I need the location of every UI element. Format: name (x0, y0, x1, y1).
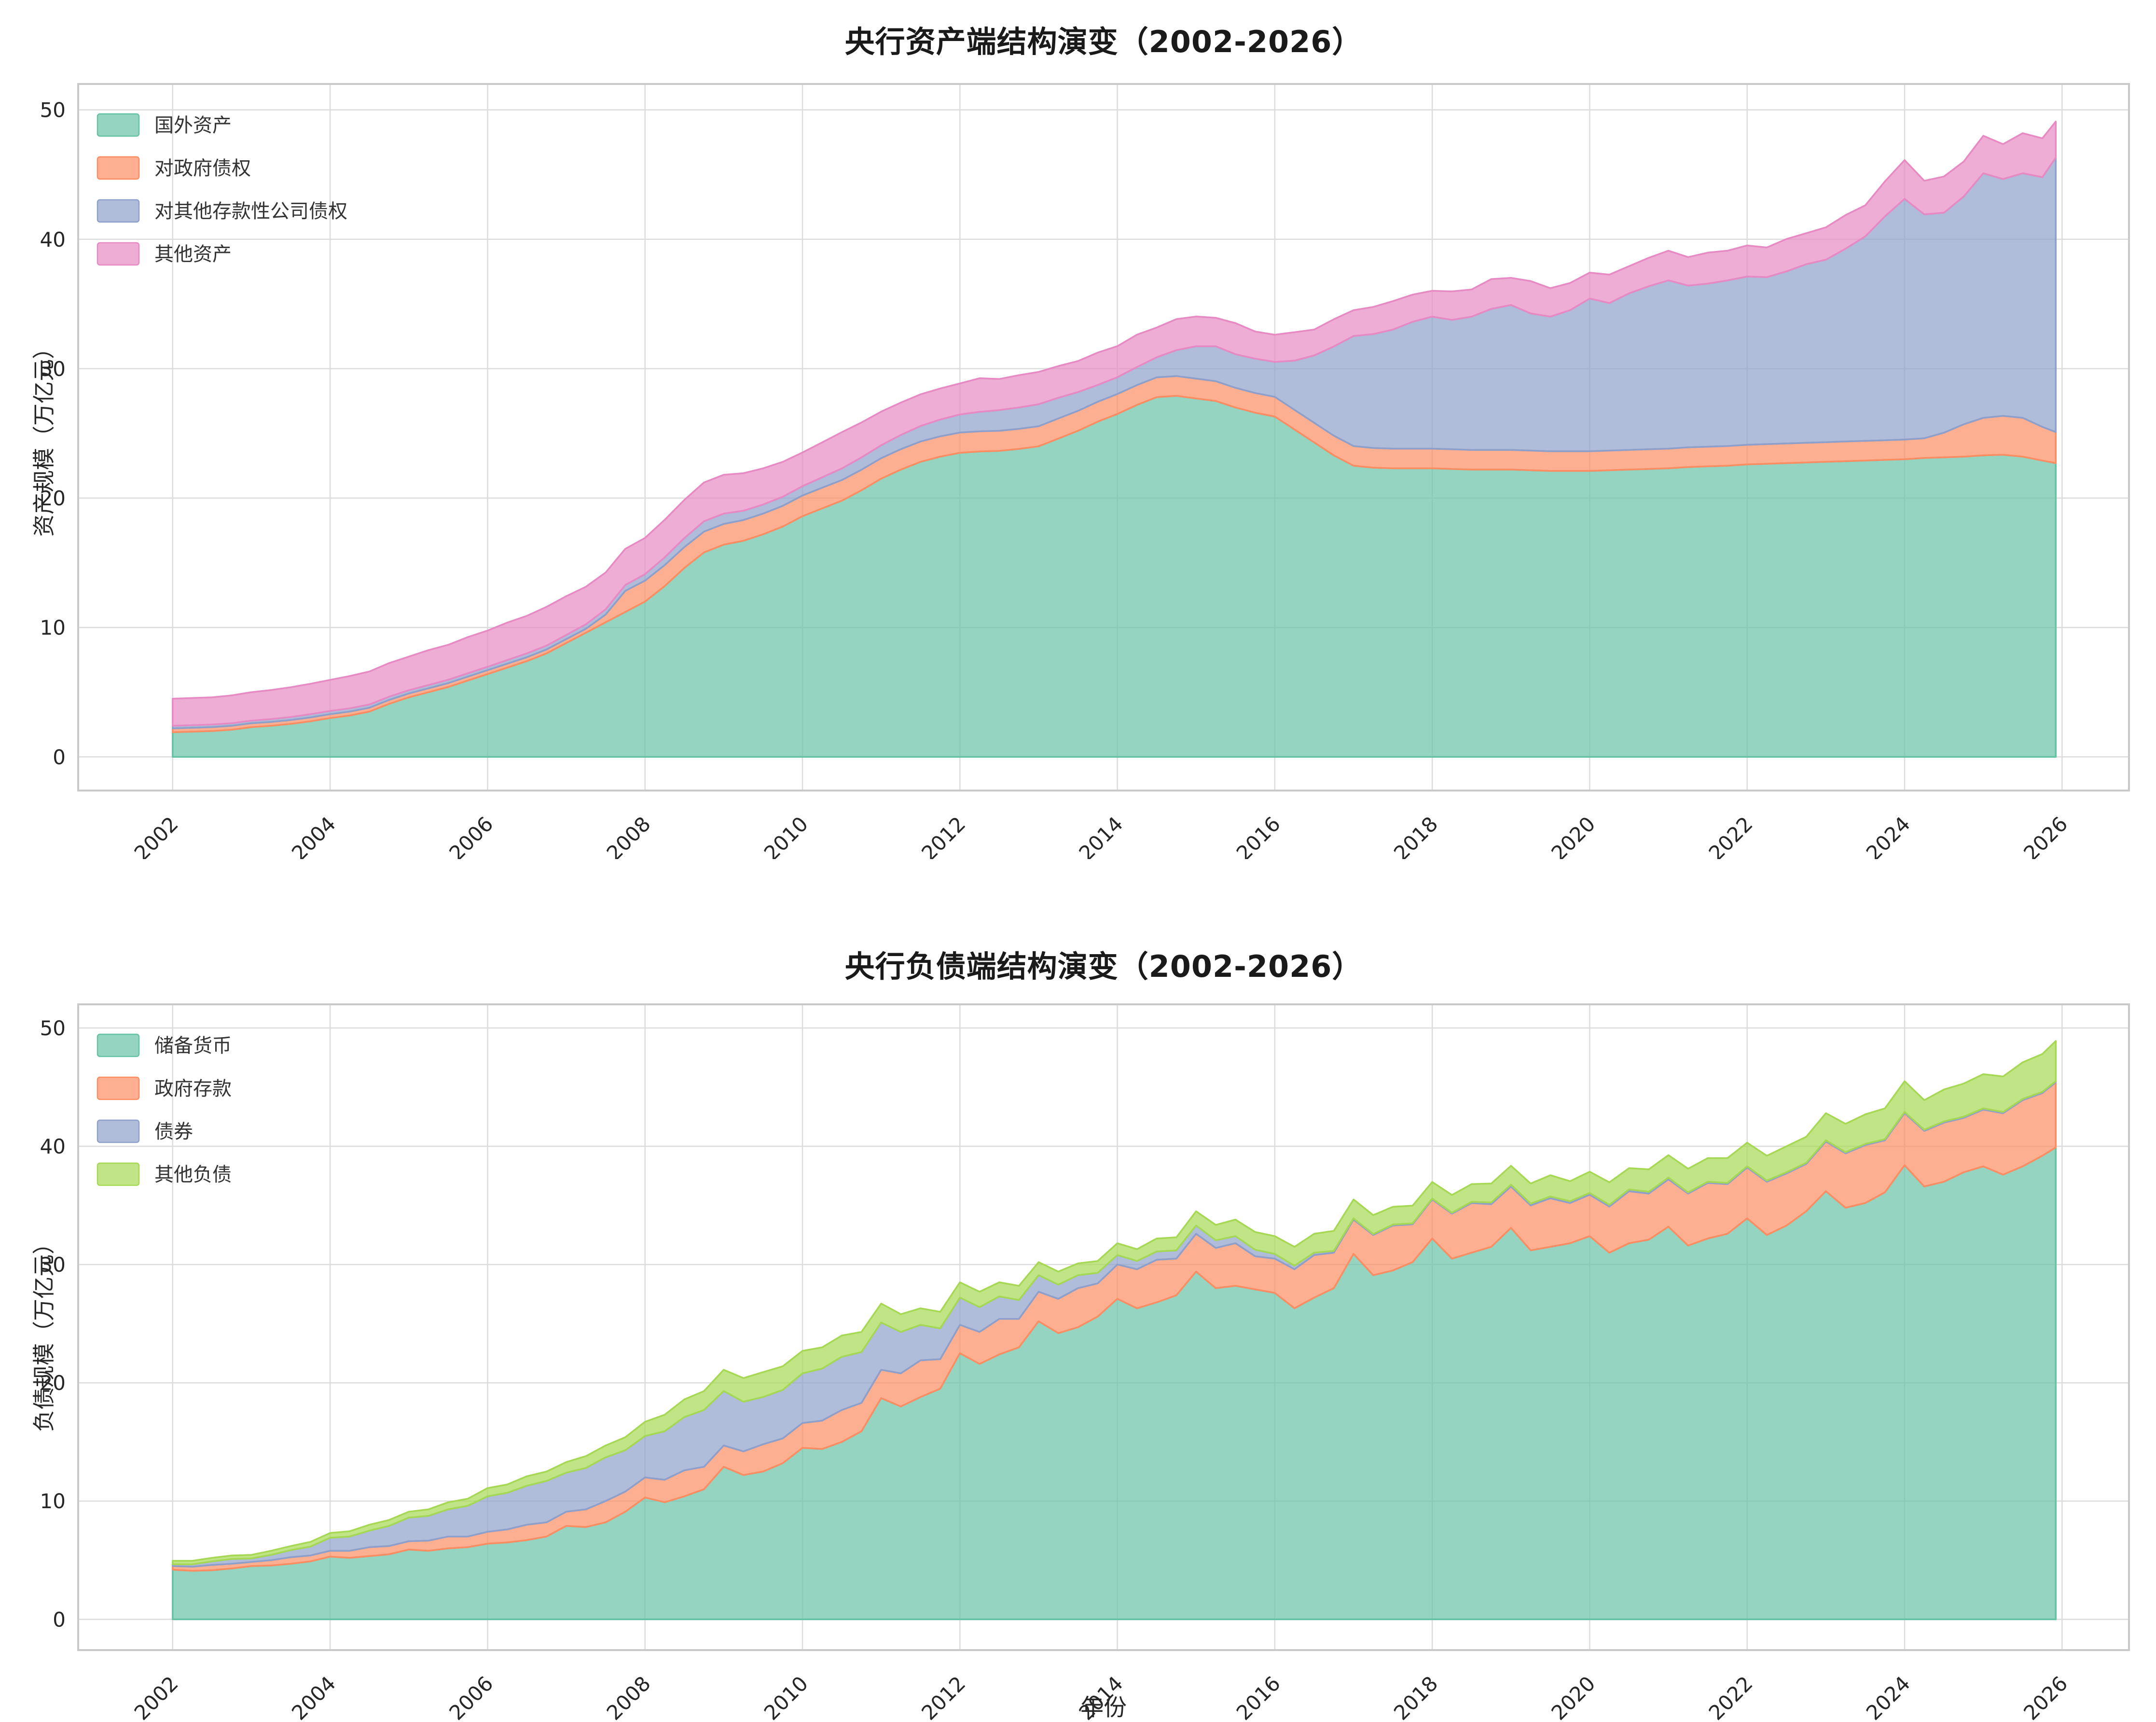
svg-text:2026: 2026 (2019, 812, 2072, 859)
svg-text:0: 0 (53, 745, 66, 769)
x-tick-labels: 2002 2004 2006 2008 2010 2012 2014 2016 2018 2020… (130, 812, 2073, 859)
svg-text:2020: 2020 (1547, 812, 1600, 859)
legend-label: 储备货币 (154, 1035, 232, 1057)
svg-text:2010: 2010 (760, 812, 813, 859)
legend-swatch (97, 156, 140, 180)
legend-item-1: 政府存款 (97, 1076, 232, 1100)
x-axis-label: 年份 (1080, 1694, 1127, 1721)
svg-text:2006: 2006 (444, 812, 498, 859)
legend-label: 政府存款 (154, 1078, 232, 1100)
legend-item-3: 其他负债 (97, 1162, 232, 1186)
legend-label: 其他资产 (154, 243, 232, 265)
legend-label: 对政府债权 (154, 157, 251, 180)
legend-item-2: 对其他存款性公司债权 (97, 199, 347, 223)
liabilities-chart-title: 央行负债端结构演变（2002-2026） (844, 949, 1363, 984)
svg-text:10: 10 (40, 1489, 66, 1513)
legend-label: 国外资产 (154, 114, 232, 137)
svg-text:2012: 2012 (917, 812, 970, 859)
legend-item-0: 储备货币 (97, 1033, 232, 1057)
svg-text:50: 50 (40, 98, 66, 122)
svg-text:50: 50 (40, 1016, 66, 1040)
legend-label: 债券 (154, 1121, 193, 1143)
svg-text:2022: 2022 (1704, 812, 1757, 859)
svg-text:40: 40 (40, 228, 66, 251)
plot-spines (77, 1003, 2130, 1651)
y-tick-labels: 0 10 20 30 40 50 (40, 1016, 66, 1631)
svg-text:30: 30 (40, 357, 66, 381)
legend-item-0: 国外资产 (97, 113, 232, 137)
legend-item-1: 对政府债权 (97, 156, 251, 180)
svg-text:30: 30 (40, 1253, 66, 1277)
legend-swatch (97, 1119, 140, 1143)
svg-text:40: 40 (40, 1135, 66, 1158)
svg-text:2004: 2004 (287, 812, 340, 859)
svg-text:20: 20 (40, 486, 66, 510)
legend-swatch (97, 1162, 140, 1186)
assets-chart-title: 央行资产端结构演变（2002-2026） (844, 24, 1363, 59)
y-tick-labels: 0 10 20 30 40 50 (40, 98, 66, 769)
svg-text:2008: 2008 (602, 812, 655, 859)
legend-item-2: 债券 (97, 1119, 193, 1143)
legend-swatch (97, 242, 140, 266)
svg-text:2014: 2014 (1074, 812, 1127, 859)
svg-text:2024: 2024 (1862, 812, 1915, 859)
svg-text:2002: 2002 (130, 812, 183, 859)
legend-swatch (97, 1033, 140, 1057)
legend-label: 对其他存款性公司债权 (154, 200, 347, 222)
legend-swatch (97, 113, 140, 137)
legend-label: 其他负债 (154, 1164, 232, 1186)
series-area-3 (172, 1040, 2057, 1566)
svg-text:2016: 2016 (1232, 812, 1285, 859)
svg-text:10: 10 (40, 616, 66, 639)
legend-swatch (97, 1076, 140, 1100)
svg-text:2018: 2018 (1389, 812, 1442, 859)
svg-text:0: 0 (53, 1608, 66, 1631)
plot-spines (77, 83, 2130, 792)
legend-swatch (97, 199, 140, 223)
svg-text:20: 20 (40, 1371, 66, 1395)
series-area-3 (172, 121, 2057, 727)
legend-item-3: 其他资产 (97, 242, 232, 266)
